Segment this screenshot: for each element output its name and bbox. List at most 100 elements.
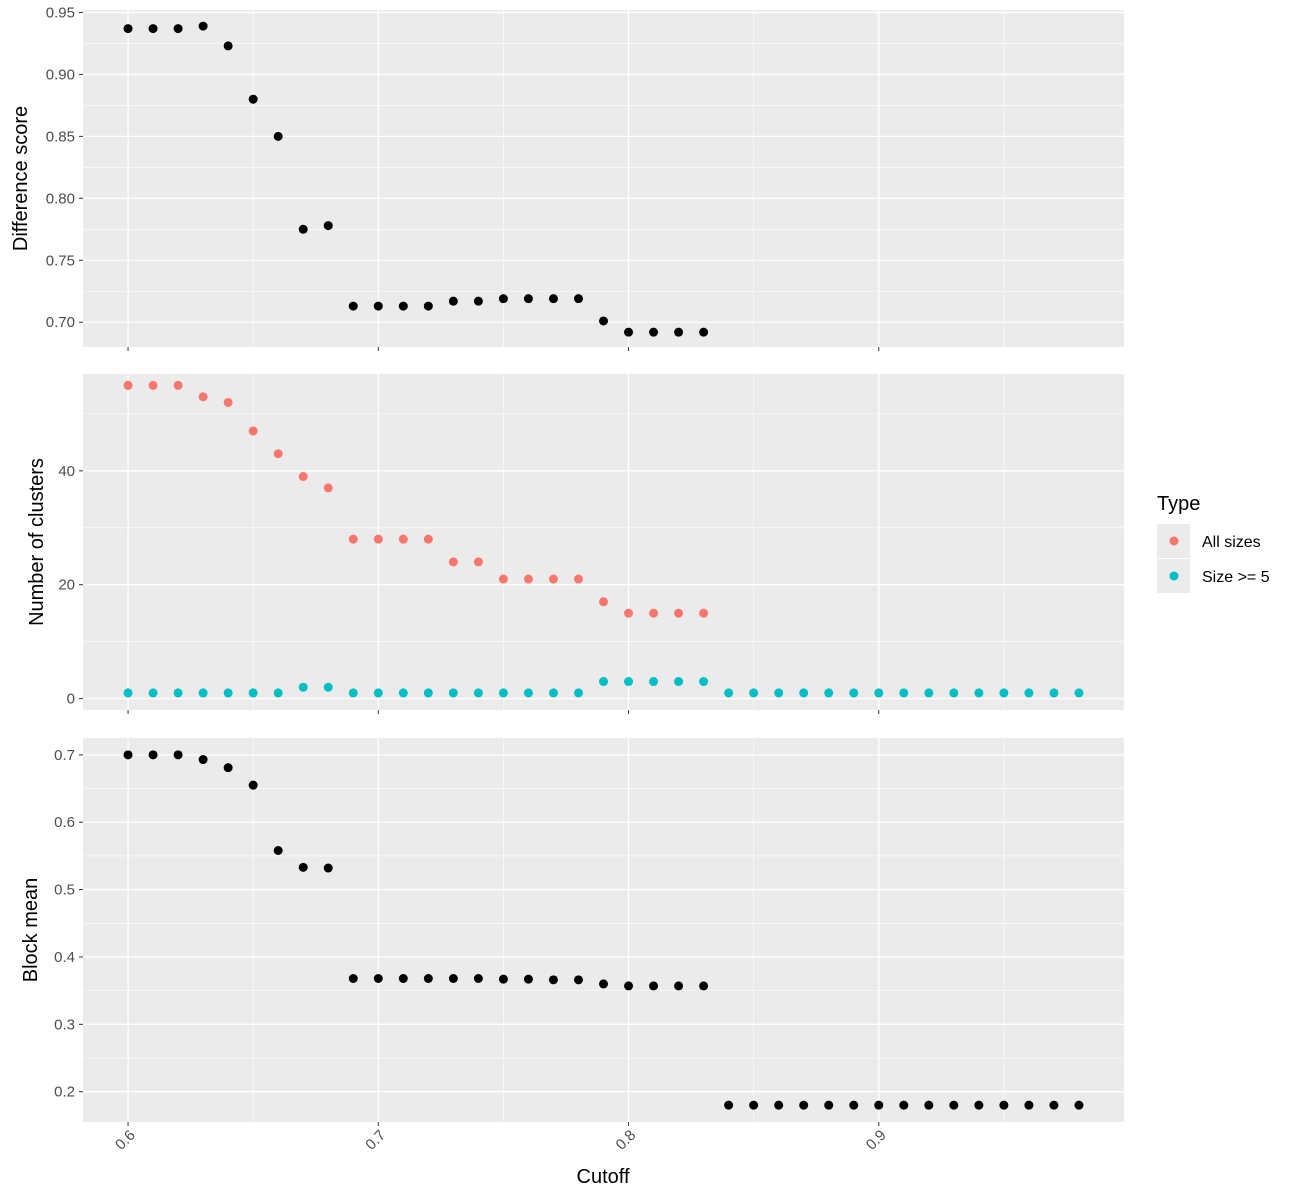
- data-point: [724, 688, 734, 698]
- y-tick-label: 0.90: [46, 66, 75, 83]
- legend-label-all-sizes: All sizes: [1202, 534, 1261, 551]
- data-point: [899, 688, 909, 698]
- x-tick-label: 0.7: [362, 1127, 389, 1154]
- series-points: [123, 677, 1084, 698]
- data-point: [173, 688, 183, 698]
- data-point: [398, 534, 408, 544]
- data-point: [273, 688, 283, 698]
- data-point: [649, 327, 659, 337]
- data-point: [599, 979, 608, 989]
- data-point: [248, 94, 258, 104]
- y-tick-label: 0.7: [54, 747, 75, 764]
- data-point: [674, 327, 684, 337]
- panel-3: 0.2 0.3 0.4 0.5 0.6 0.7 Block mean: [20, 738, 1124, 1126]
- data-point: [624, 608, 634, 618]
- data-point: [373, 534, 383, 544]
- data-point: [699, 981, 709, 991]
- data-point: [123, 380, 133, 390]
- data-point: [924, 688, 934, 698]
- data-point: [624, 327, 634, 337]
- data-point: [674, 608, 684, 618]
- legend-title: Type: [1157, 493, 1200, 515]
- data-point: [323, 863, 333, 873]
- panel-background: [83, 738, 1124, 1122]
- data-point: [423, 974, 433, 984]
- data-point: [248, 780, 258, 790]
- data-point: [548, 688, 558, 698]
- data-point: [373, 301, 383, 311]
- data-point: [123, 688, 133, 698]
- data-point: [548, 975, 558, 985]
- data-point: [298, 862, 308, 872]
- data-point: [1049, 688, 1059, 698]
- data-point: [323, 483, 333, 493]
- y-axis-title: Number of clusters: [26, 458, 48, 626]
- series-points: [123, 380, 709, 618]
- y-tick-label: 0.3: [54, 1016, 75, 1033]
- data-point: [523, 974, 533, 984]
- data-point: [448, 974, 458, 984]
- data-point: [373, 688, 383, 698]
- data-point: [198, 688, 208, 698]
- y-axis-title: Difference score: [10, 106, 32, 251]
- data-point: [398, 974, 408, 984]
- data-point: [699, 677, 709, 687]
- data-point: [899, 1100, 909, 1110]
- data-point: [448, 296, 458, 306]
- data-point: [974, 1100, 984, 1110]
- data-point: [148, 380, 158, 390]
- y-tick-label: 40: [58, 463, 75, 480]
- data-point: [523, 574, 533, 584]
- data-point: [1024, 688, 1034, 698]
- data-point: [599, 597, 608, 607]
- legend-key-all-sizes: [1169, 536, 1179, 546]
- data-point: [573, 975, 583, 985]
- data-point: [448, 557, 458, 567]
- panel-1: 0.70 0.75 0.80 0.85 0.90 0.95 Difference score: [10, 4, 1124, 351]
- data-point: [774, 688, 784, 698]
- data-point: [498, 688, 508, 698]
- series-points: [123, 21, 709, 337]
- data-point: [223, 763, 233, 773]
- data-point: [1074, 1100, 1084, 1110]
- y-axis-title: Block mean: [20, 878, 42, 983]
- y-tick-label: 20: [58, 577, 75, 594]
- x-tick-label: 0.9: [863, 1127, 890, 1154]
- data-point: [874, 1100, 884, 1110]
- data-point: [223, 397, 233, 407]
- panel-background: [83, 10, 1124, 347]
- data-point: [649, 608, 659, 618]
- data-point: [949, 688, 959, 698]
- data-point: [749, 688, 759, 698]
- series-points: [123, 750, 1084, 1110]
- panel-background: [83, 374, 1124, 710]
- data-point: [674, 981, 684, 991]
- data-point: [273, 449, 283, 459]
- x-tick-label: 0.8: [613, 1127, 640, 1154]
- data-point: [473, 974, 483, 984]
- y-tick-label: 0.6: [54, 814, 75, 831]
- data-point: [473, 296, 483, 306]
- data-point: [498, 294, 508, 304]
- data-point: [548, 294, 558, 304]
- data-point: [849, 688, 859, 698]
- data-point: [849, 1100, 859, 1110]
- data-point: [1049, 1100, 1059, 1110]
- data-point: [599, 677, 608, 687]
- data-point: [799, 1100, 809, 1110]
- y-tick-label: 0.85: [46, 128, 75, 145]
- data-point: [774, 1100, 784, 1110]
- data-point: [298, 224, 308, 234]
- data-point: [624, 981, 634, 991]
- data-point: [498, 974, 508, 984]
- legend: Type All sizes Size >= 5: [1157, 493, 1270, 593]
- data-point: [223, 41, 233, 51]
- data-point: [123, 750, 133, 760]
- data-point: [1074, 688, 1084, 698]
- data-point: [523, 294, 533, 304]
- data-point: [373, 974, 383, 984]
- y-tick-label: 0.95: [46, 4, 75, 21]
- data-point: [749, 1100, 759, 1110]
